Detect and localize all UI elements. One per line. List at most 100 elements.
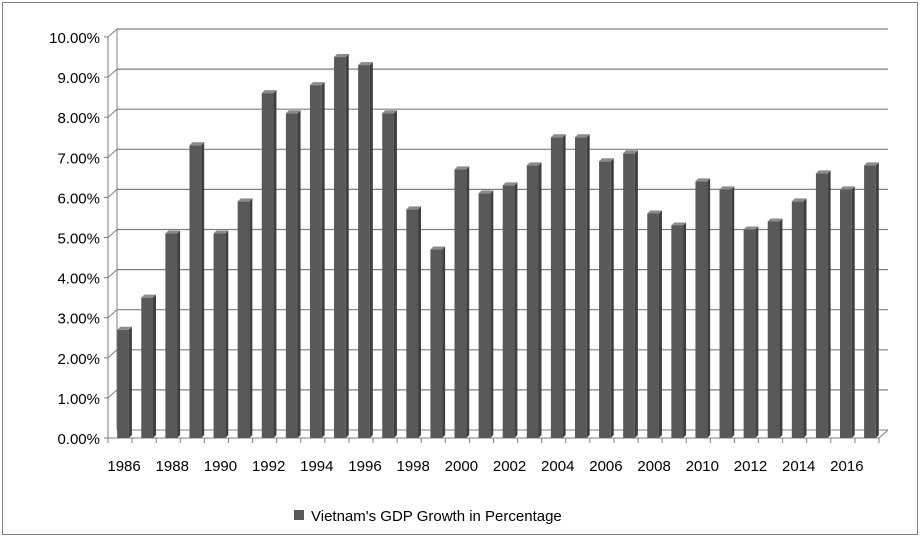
gridline-diagonal [107,148,118,158]
legend-swatch [294,510,304,520]
bar-top [237,198,253,202]
bar-side [683,222,687,438]
bar-side [369,62,373,438]
bar-top [189,142,205,146]
x-tick-label: 2010 [686,458,719,475]
bar-side [514,182,518,438]
bar-top [574,134,590,138]
bar-side [779,218,783,438]
x-tick-label: 1998 [396,458,429,475]
bar-top [165,230,181,234]
bar [285,110,301,438]
bar [213,230,229,438]
bar-side [225,230,229,438]
floor-right-edge [878,429,889,439]
bar-front [743,229,756,438]
bar-side [658,210,662,438]
gridline-diagonal [107,309,118,319]
bar [550,134,566,438]
y-tick-label: 10.00% [49,30,100,47]
bar-top [647,210,662,214]
bar-top [695,178,711,182]
bar-front [237,201,250,438]
bar-front [526,165,539,438]
bar-top [840,186,855,190]
x-tick-labels: 1986 1988 1990 1992 1994 1996 1998 2000 2002 2004… [107,458,863,475]
bar-side [177,230,181,438]
bar-side [707,178,711,439]
y-tick-label: 8.00% [57,110,100,127]
bar-side [249,198,253,438]
bar [815,170,831,438]
gridline-diagonal [107,389,118,399]
bar-side [418,206,422,438]
bar-front [550,137,563,438]
bar [309,82,325,439]
bar-side [610,158,614,438]
bar-front [261,93,274,438]
x-tick-label: 1992 [252,458,285,475]
legend: Vietnam's GDP Growth in Percentage [294,508,562,525]
bar-side [490,190,494,438]
bar-side [851,186,855,438]
bar [695,178,711,439]
bar-side [803,198,807,438]
bar [406,206,422,438]
bar [840,186,855,438]
bar-top [117,326,132,330]
y-tick-label: 5.00% [57,231,100,248]
bar-top [285,110,301,114]
gridline-diagonal [107,269,118,278]
bar-front [719,189,732,438]
bar [117,326,132,438]
bar [791,198,807,438]
bar-top [671,222,687,226]
bar-front [454,169,467,438]
x-tick-label: 2000 [445,458,478,475]
bar [671,222,687,438]
y-tick-label: 9.00% [57,70,100,87]
x-tick-label: 2014 [782,458,815,475]
bar-top [213,230,229,234]
bar-front [791,201,804,438]
x-tick-label: 1986 [107,458,140,475]
bar [864,162,879,438]
bar-front [334,57,346,439]
bar-side [875,162,879,438]
bar [719,186,735,438]
bar-top [141,294,156,298]
bar-front [864,165,876,438]
x-tick-label: 2002 [493,458,526,475]
bar [237,198,253,438]
y-tick-label: 6.00% [57,190,100,207]
bar [526,162,542,438]
x-tick-label: 1990 [204,458,237,475]
bar-top [743,226,759,230]
bar [647,210,662,438]
bar-front [502,185,515,438]
bar-side [321,82,325,439]
gridline-diagonal [107,229,118,238]
x-tick-label: 1994 [300,458,333,475]
bar [141,294,156,438]
bar-side [586,134,590,438]
bar-top [334,54,349,58]
bar-side [393,110,397,438]
bar-front [623,153,635,439]
bar-front [406,209,419,438]
bar-front [213,233,226,438]
bar-front [574,137,587,438]
bar-side [128,326,132,438]
x-tick-label: 2008 [637,458,670,475]
bar-side [152,294,156,438]
bar-top [719,186,735,190]
y-tick-label: 3.00% [57,311,100,328]
bar [358,62,373,438]
bar-side [442,246,446,438]
bar-top [526,162,542,166]
bar [189,142,205,438]
bar-top [791,198,807,202]
bar [334,54,349,439]
bar-front [382,113,394,438]
